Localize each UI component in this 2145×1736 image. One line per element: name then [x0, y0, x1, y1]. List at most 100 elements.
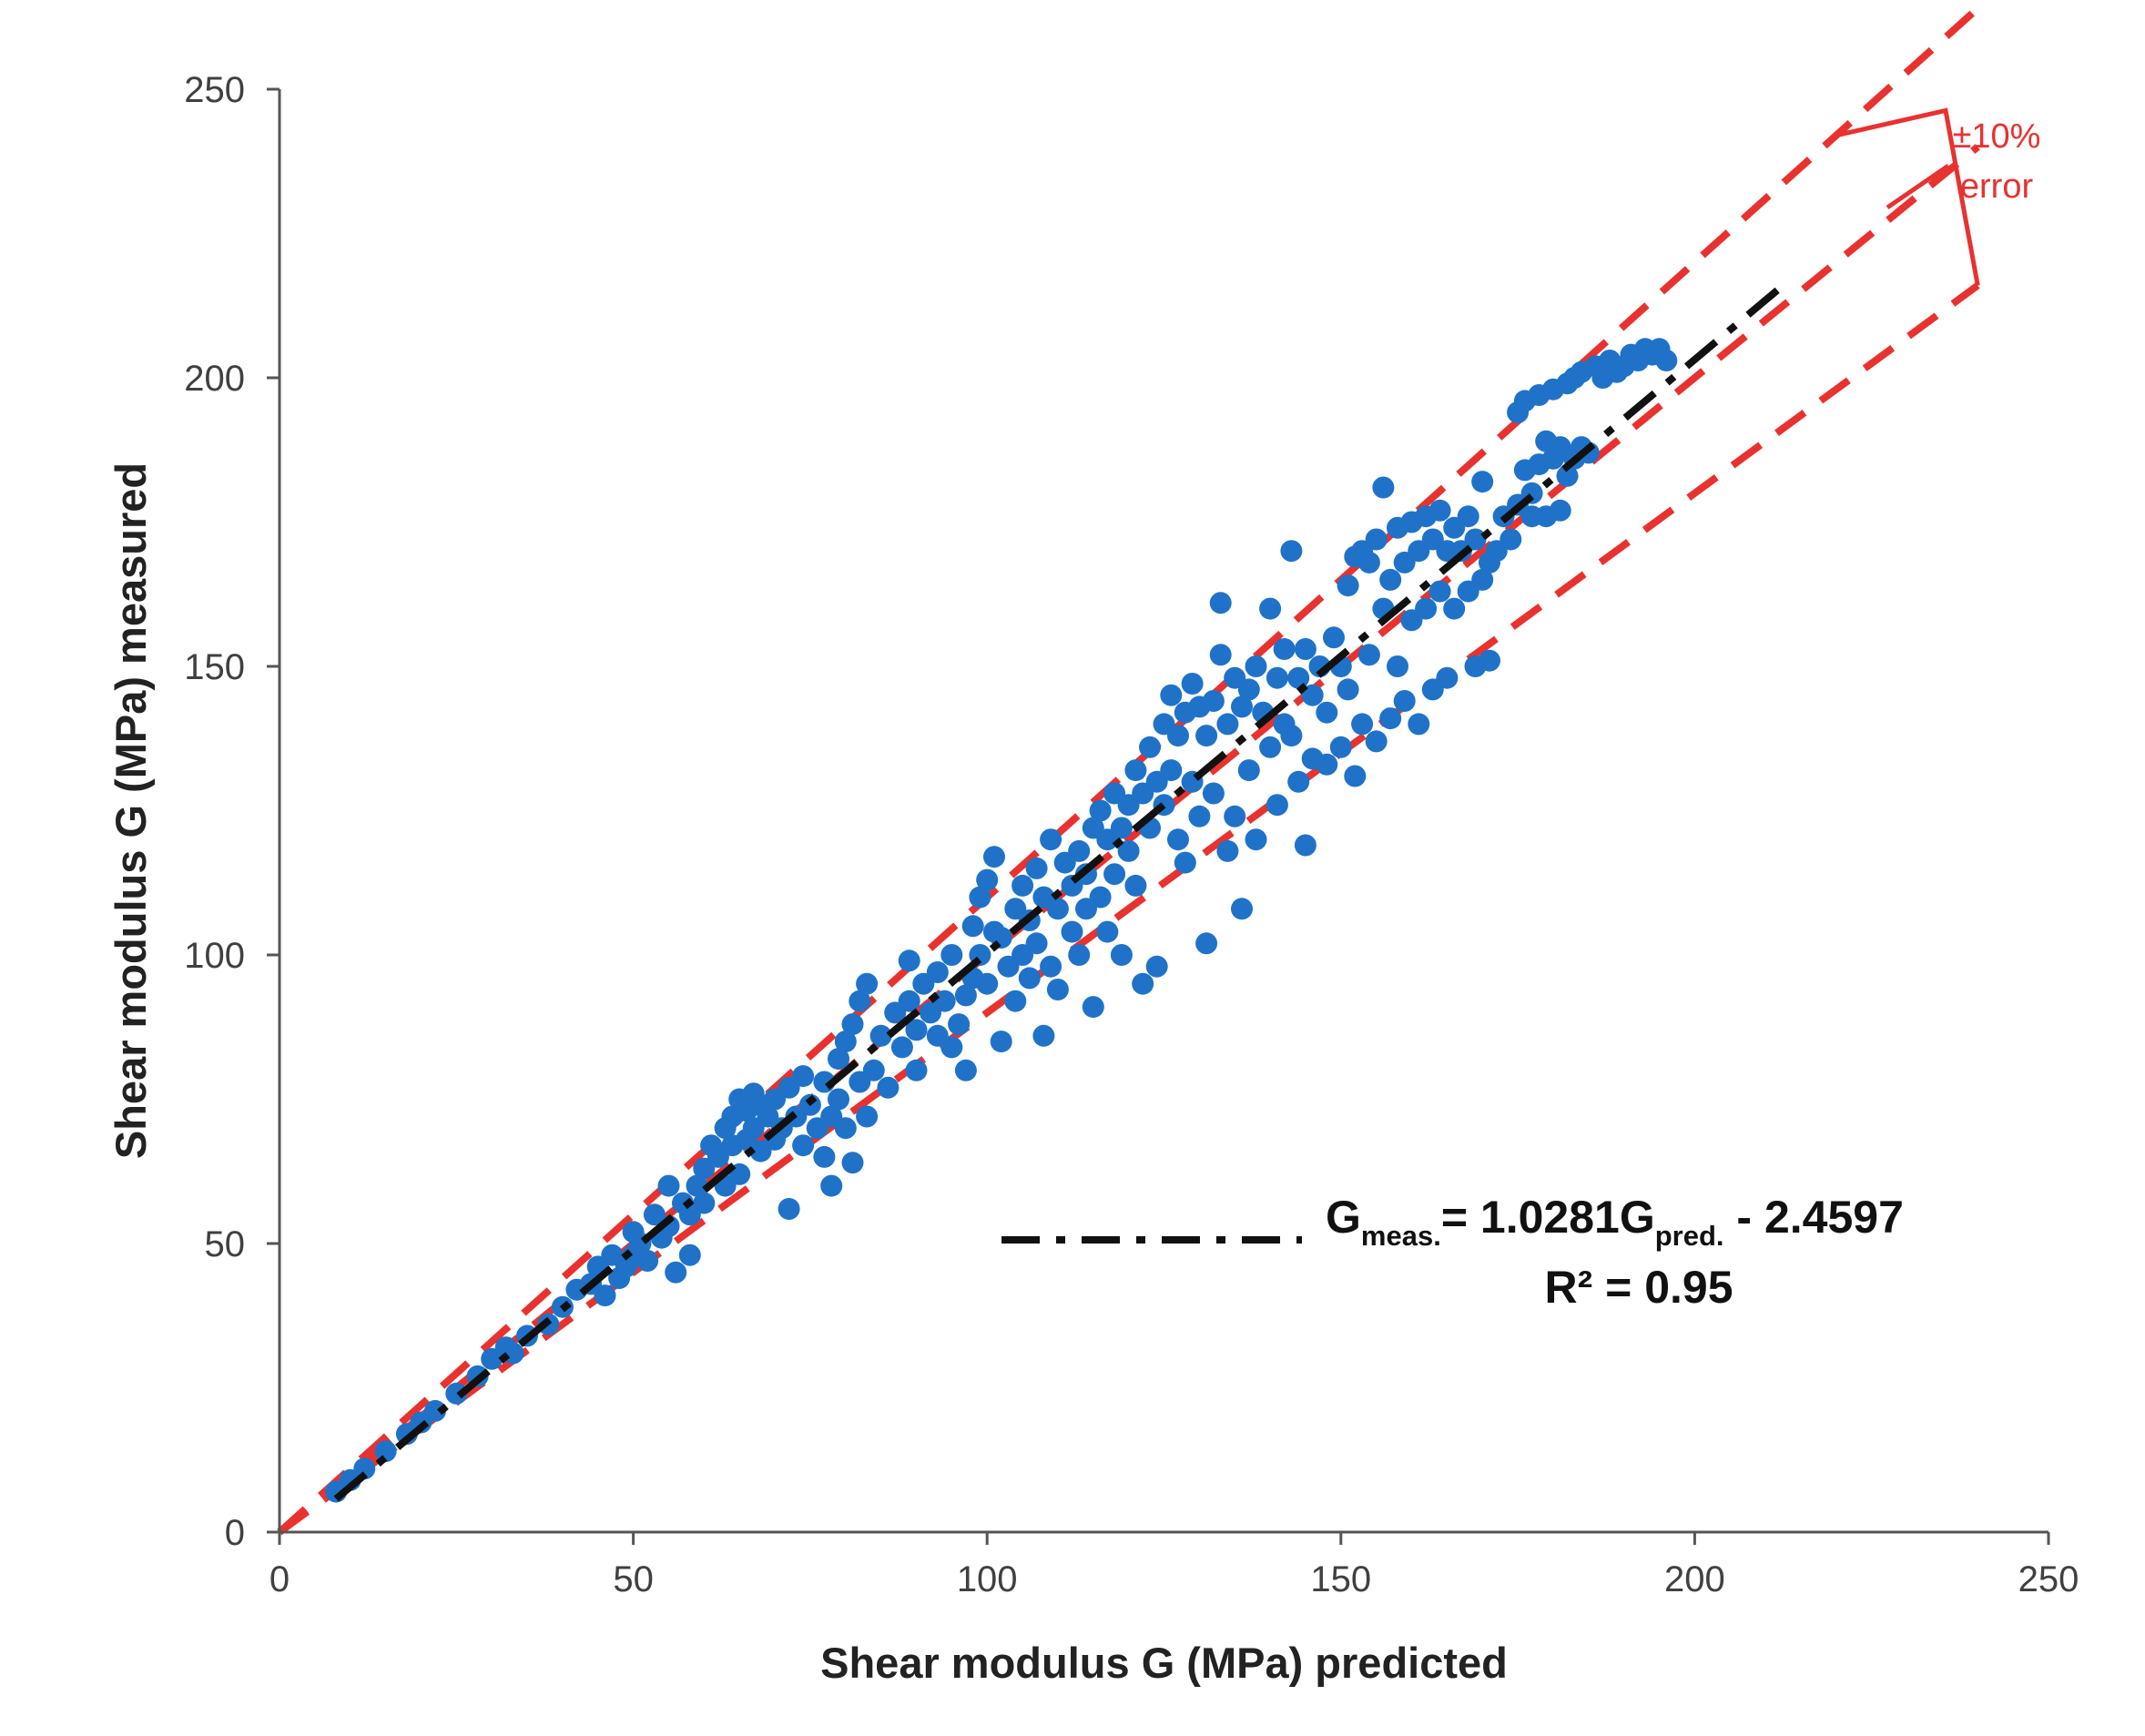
y-tick-label: 200: [184, 359, 245, 399]
data-point: [1316, 753, 1338, 776]
data-point: [1082, 996, 1104, 1019]
data-point: [869, 1024, 892, 1047]
data-point: [1012, 874, 1034, 897]
data-point: [1046, 979, 1069, 1000]
data-point: [1224, 805, 1246, 827]
data-point: [1167, 828, 1189, 851]
equation-subscript: meas.: [1361, 1220, 1441, 1252]
data-point: [1259, 736, 1282, 758]
data-point: [856, 972, 879, 995]
data-point: [1096, 920, 1119, 943]
trendline-equation: Gmeas.= 1.0281Gpred. - 2.4597: [1326, 1192, 1904, 1252]
y-tick-label: 150: [184, 647, 245, 687]
data-point: [954, 1059, 977, 1081]
trendline: [333, 279, 1790, 1502]
y-tick-label: 250: [184, 70, 245, 110]
data-point: [678, 1244, 701, 1266]
lower-error-line: [277, 282, 1980, 1536]
data-point: [1287, 770, 1310, 793]
error-label-line1: ±10%: [1953, 117, 2041, 156]
data-point: [1132, 972, 1154, 995]
data-point: [926, 961, 949, 983]
data-point: [1032, 1024, 1055, 1047]
data-point: [1337, 574, 1359, 597]
data-point: [1209, 592, 1232, 614]
data-point: [1471, 568, 1494, 591]
x-axis-title: Shear modulus G (MPa) predicted: [820, 1639, 1508, 1687]
data-point: [1294, 834, 1316, 857]
data-point: [1068, 839, 1091, 862]
data-point: [933, 990, 956, 1012]
data-point: [1464, 528, 1487, 551]
data-point: [1110, 944, 1133, 966]
error-label-line2: error: [1960, 168, 2034, 206]
data-point: [1294, 638, 1316, 660]
data-point: [961, 915, 984, 938]
equation-subscript: pred.: [1655, 1220, 1724, 1252]
data-point: [1124, 874, 1147, 897]
x-tick-label: 100: [957, 1559, 1018, 1599]
data-point: [636, 1250, 659, 1272]
data-point: [445, 1382, 468, 1405]
data-point: [954, 984, 977, 1007]
data-point: [1499, 528, 1522, 551]
data-point: [1145, 955, 1168, 978]
data-point: [1061, 920, 1083, 943]
data-point: [1068, 944, 1091, 966]
data-point: [1379, 568, 1402, 591]
x-tick-label: 200: [1664, 1559, 1725, 1599]
data-point: [898, 949, 920, 972]
data-point: [1202, 690, 1225, 712]
data-point: [1110, 817, 1133, 839]
data-point: [1245, 655, 1267, 677]
data-point: [820, 1174, 843, 1197]
data-point: [778, 1198, 800, 1220]
data-point: [1387, 655, 1408, 677]
data-point: [1040, 828, 1062, 851]
data-point: [1195, 932, 1218, 955]
data-point: [686, 1174, 708, 1197]
x-tick-label: 0: [269, 1559, 290, 1599]
equation-part: = 1.0281G: [1441, 1192, 1655, 1243]
data-point: [1428, 499, 1451, 522]
data-point: [862, 1059, 885, 1081]
data-point: [1280, 540, 1303, 563]
data-point: [1365, 528, 1388, 551]
data-point: [1301, 684, 1324, 706]
data-point: [1457, 505, 1479, 528]
data-point: [1209, 644, 1232, 666]
data-point: [1471, 471, 1494, 493]
data-point: [1273, 638, 1296, 660]
data-point: [1408, 713, 1430, 736]
data-point: [841, 1152, 864, 1174]
data-point: [1479, 649, 1500, 672]
y-tick-label: 100: [184, 936, 245, 976]
data-point: [1245, 828, 1267, 851]
x-tick-label: 150: [1310, 1559, 1371, 1599]
data-point: [849, 990, 871, 1012]
data-point: [1160, 759, 1183, 782]
data-point: [841, 1013, 864, 1036]
data-point: [1337, 678, 1359, 701]
data-point: [1188, 805, 1211, 827]
data-point: [1372, 476, 1395, 499]
data-point: [1237, 759, 1260, 782]
x-tick-label: 50: [613, 1559, 654, 1599]
data-point: [940, 944, 963, 966]
data-point: [594, 1284, 616, 1307]
data-point: [976, 972, 999, 995]
data-point: [1329, 736, 1352, 758]
data-point: [657, 1174, 680, 1197]
data-point: [969, 886, 991, 909]
data-point: [1216, 713, 1239, 736]
data-point: [856, 1105, 879, 1128]
unity-line: [277, 144, 1980, 1536]
data-point: [1266, 666, 1288, 689]
data-point: [905, 1059, 928, 1081]
data-point: [828, 1048, 849, 1071]
data-point: [1379, 707, 1402, 730]
data-point: [898, 990, 920, 1012]
data-point: [834, 1117, 857, 1140]
y-tick-label: 50: [205, 1224, 246, 1264]
data-point: [1025, 857, 1048, 879]
